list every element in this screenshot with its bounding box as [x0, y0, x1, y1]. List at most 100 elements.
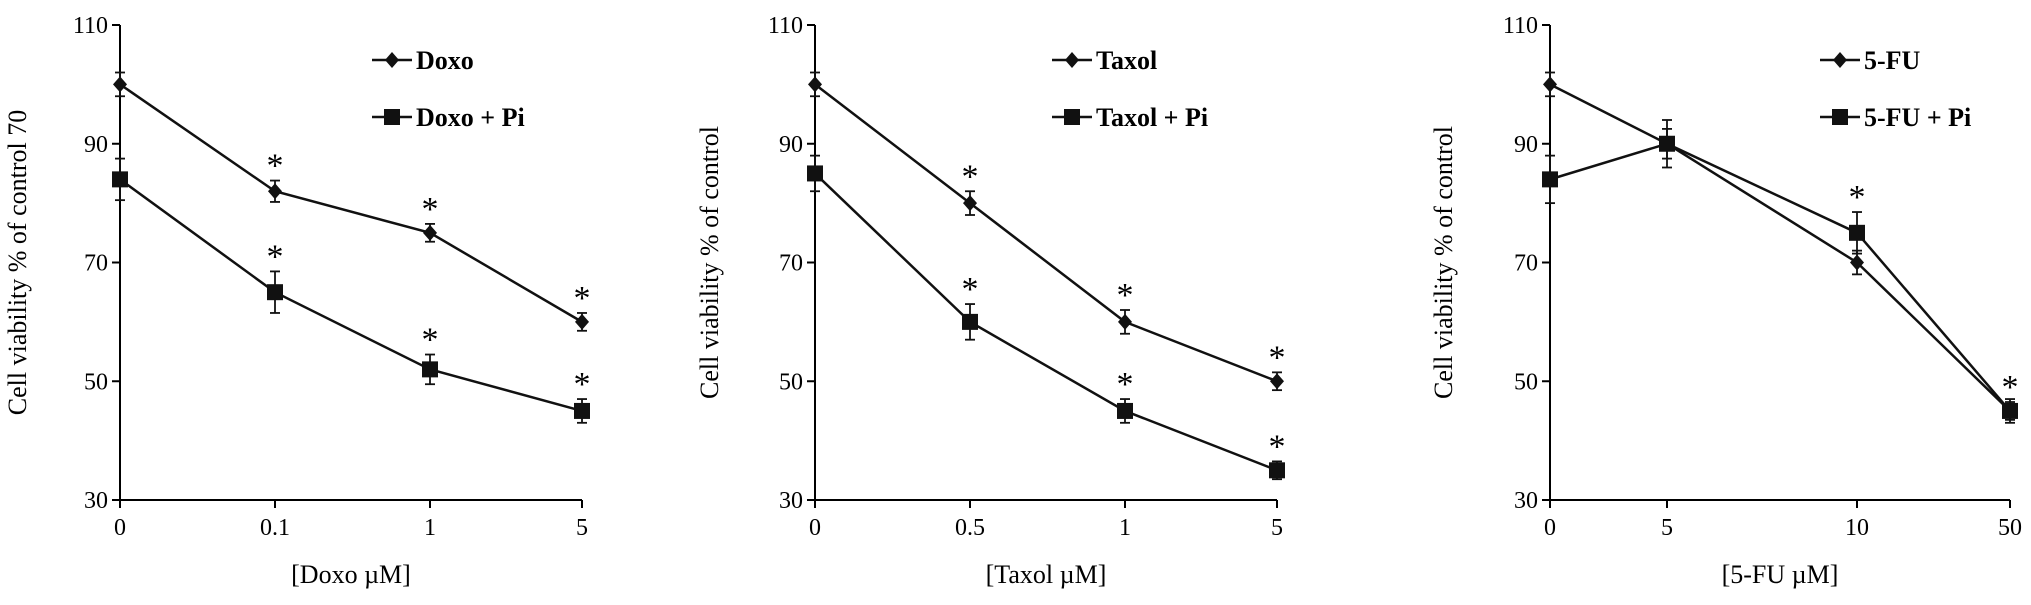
significance-star: * — [574, 366, 591, 403]
y-tick-label: 50 — [1514, 369, 1538, 395]
x-axis-label: [Taxol µM] — [986, 560, 1107, 589]
series-line — [1549, 142, 2011, 412]
legend-marker — [384, 109, 400, 125]
data-point — [422, 361, 438, 378]
y-axis-label: Cell viability % of control — [1429, 126, 1458, 399]
data-point — [962, 313, 978, 330]
x-tick-label: 0 — [809, 515, 821, 541]
data-point — [1849, 224, 1865, 241]
x-tick-label: 1 — [1119, 515, 1131, 541]
significance-star: * — [1269, 428, 1286, 465]
significance-star: * — [1849, 179, 1866, 216]
data-point — [267, 284, 283, 301]
x-tick-label: 5 — [1661, 515, 1673, 541]
data-point — [2002, 402, 2018, 419]
series-square: * * * — [112, 157, 591, 424]
x-tick-label: 0.1 — [260, 515, 290, 541]
x-tick-label: 10 — [1845, 515, 1869, 541]
y-tick-label: 30 — [84, 488, 108, 514]
legend-label: Doxo + Pi — [416, 103, 525, 132]
x-tick-label: 5 — [576, 515, 588, 541]
legend-label: 5-FU — [1864, 46, 1921, 75]
y-tick-label: 90 — [1514, 132, 1538, 158]
x-tick-label: 1 — [424, 515, 436, 541]
legend-label: Doxo — [416, 46, 474, 75]
y-tick-label: 110 — [73, 13, 108, 39]
legend-label: 5-FU + Pi — [1864, 103, 1971, 132]
legend-marker — [1064, 109, 1080, 125]
legend-item-2: 5-FU + Pi — [1820, 103, 1971, 132]
x-axis-label: [5-FU µM] — [1722, 560, 1839, 589]
legend-item-2: Doxo + Pi — [372, 103, 525, 132]
legend-marker — [1832, 109, 1848, 125]
significance-star: * — [1117, 277, 1134, 314]
y-tick-label: 110 — [1503, 13, 1538, 39]
legend-item-2: Taxol + Pi — [1052, 103, 1208, 132]
series-square: * * * — [807, 154, 1286, 481]
y-tick-label: 30 — [779, 488, 803, 514]
x-tick-label: 0 — [1544, 515, 1556, 541]
significance-star: * — [422, 191, 439, 228]
data-point — [1118, 313, 1132, 330]
chart-panel-2: 30 50 70 90 110 0 0.5 1 5 [Taxol µM] Cell viabilit… — [695, 13, 1286, 589]
legend-marker — [385, 52, 399, 68]
x-axis-label: [Doxo µM] — [291, 560, 411, 589]
chart-panel-3: 30 50 70 90 110 0 5 10 50 [5-FU µM] Cell viability… — [1429, 13, 2022, 589]
significance-star: * — [962, 158, 979, 195]
legend-marker — [1065, 52, 1079, 68]
legend-item-1: 5-FU — [1820, 46, 1921, 75]
legend-marker — [1833, 52, 1847, 68]
y-tick-label: 50 — [84, 369, 108, 395]
data-point — [1659, 135, 1675, 152]
data-point — [112, 171, 128, 188]
x-tick-label: 0 — [114, 515, 126, 541]
data-point — [1270, 373, 1284, 390]
significance-star: * — [267, 148, 284, 185]
y-tick-label: 90 — [84, 132, 108, 158]
y-tick-label: 30 — [1514, 488, 1538, 514]
y-tick-label: 70 — [1514, 251, 1538, 277]
significance-star: * — [574, 280, 591, 317]
data-point — [1542, 171, 1558, 188]
data-point — [1850, 254, 1864, 271]
data-point — [807, 165, 823, 182]
y-tick-label: 70 — [84, 251, 108, 277]
data-point — [1269, 462, 1285, 479]
data-point — [574, 402, 590, 419]
series-square: * — [1542, 119, 2018, 424]
y-axis-label: Cell viability % of control 70 — [3, 110, 32, 415]
legend-item-1: Doxo — [372, 46, 474, 75]
significance-star: * — [422, 322, 439, 359]
significance-star: * — [2002, 369, 2019, 406]
y-tick-label: 110 — [768, 13, 803, 39]
y-axis-label: Cell viability % of control — [695, 126, 724, 399]
y-tick-label: 70 — [779, 251, 803, 277]
data-point — [268, 183, 282, 200]
significance-star: * — [962, 271, 979, 308]
y-tick-label: 50 — [779, 369, 803, 395]
legend-item-1: Taxol — [1052, 46, 1157, 75]
data-point — [1543, 76, 1557, 93]
y-tick-label: 90 — [779, 132, 803, 158]
series-line — [814, 83, 1278, 383]
significance-star: * — [1117, 366, 1134, 403]
data-point — [808, 76, 822, 93]
legend-label: Taxol + Pi — [1096, 103, 1208, 132]
series-line — [814, 172, 1278, 472]
series-line — [1549, 83, 2011, 412]
chart-panel-1: 30 50 70 90 110 0 0.1 1 5 [Doxo µM] Cell viability… — [3, 13, 591, 589]
significance-star: * — [1269, 339, 1286, 376]
series-diamond: * * * — [808, 71, 1286, 392]
legend-label: Taxol — [1096, 46, 1157, 75]
series-diamond: * * * — [113, 71, 591, 332]
significance-star: * — [267, 238, 284, 275]
data-point — [963, 195, 977, 212]
data-point — [113, 76, 127, 93]
x-tick-label: 0.5 — [955, 515, 985, 541]
data-point — [575, 313, 589, 330]
data-point — [1117, 402, 1133, 419]
x-tick-label: 50 — [1998, 515, 2022, 541]
data-point — [423, 224, 437, 241]
series-line — [119, 178, 583, 413]
